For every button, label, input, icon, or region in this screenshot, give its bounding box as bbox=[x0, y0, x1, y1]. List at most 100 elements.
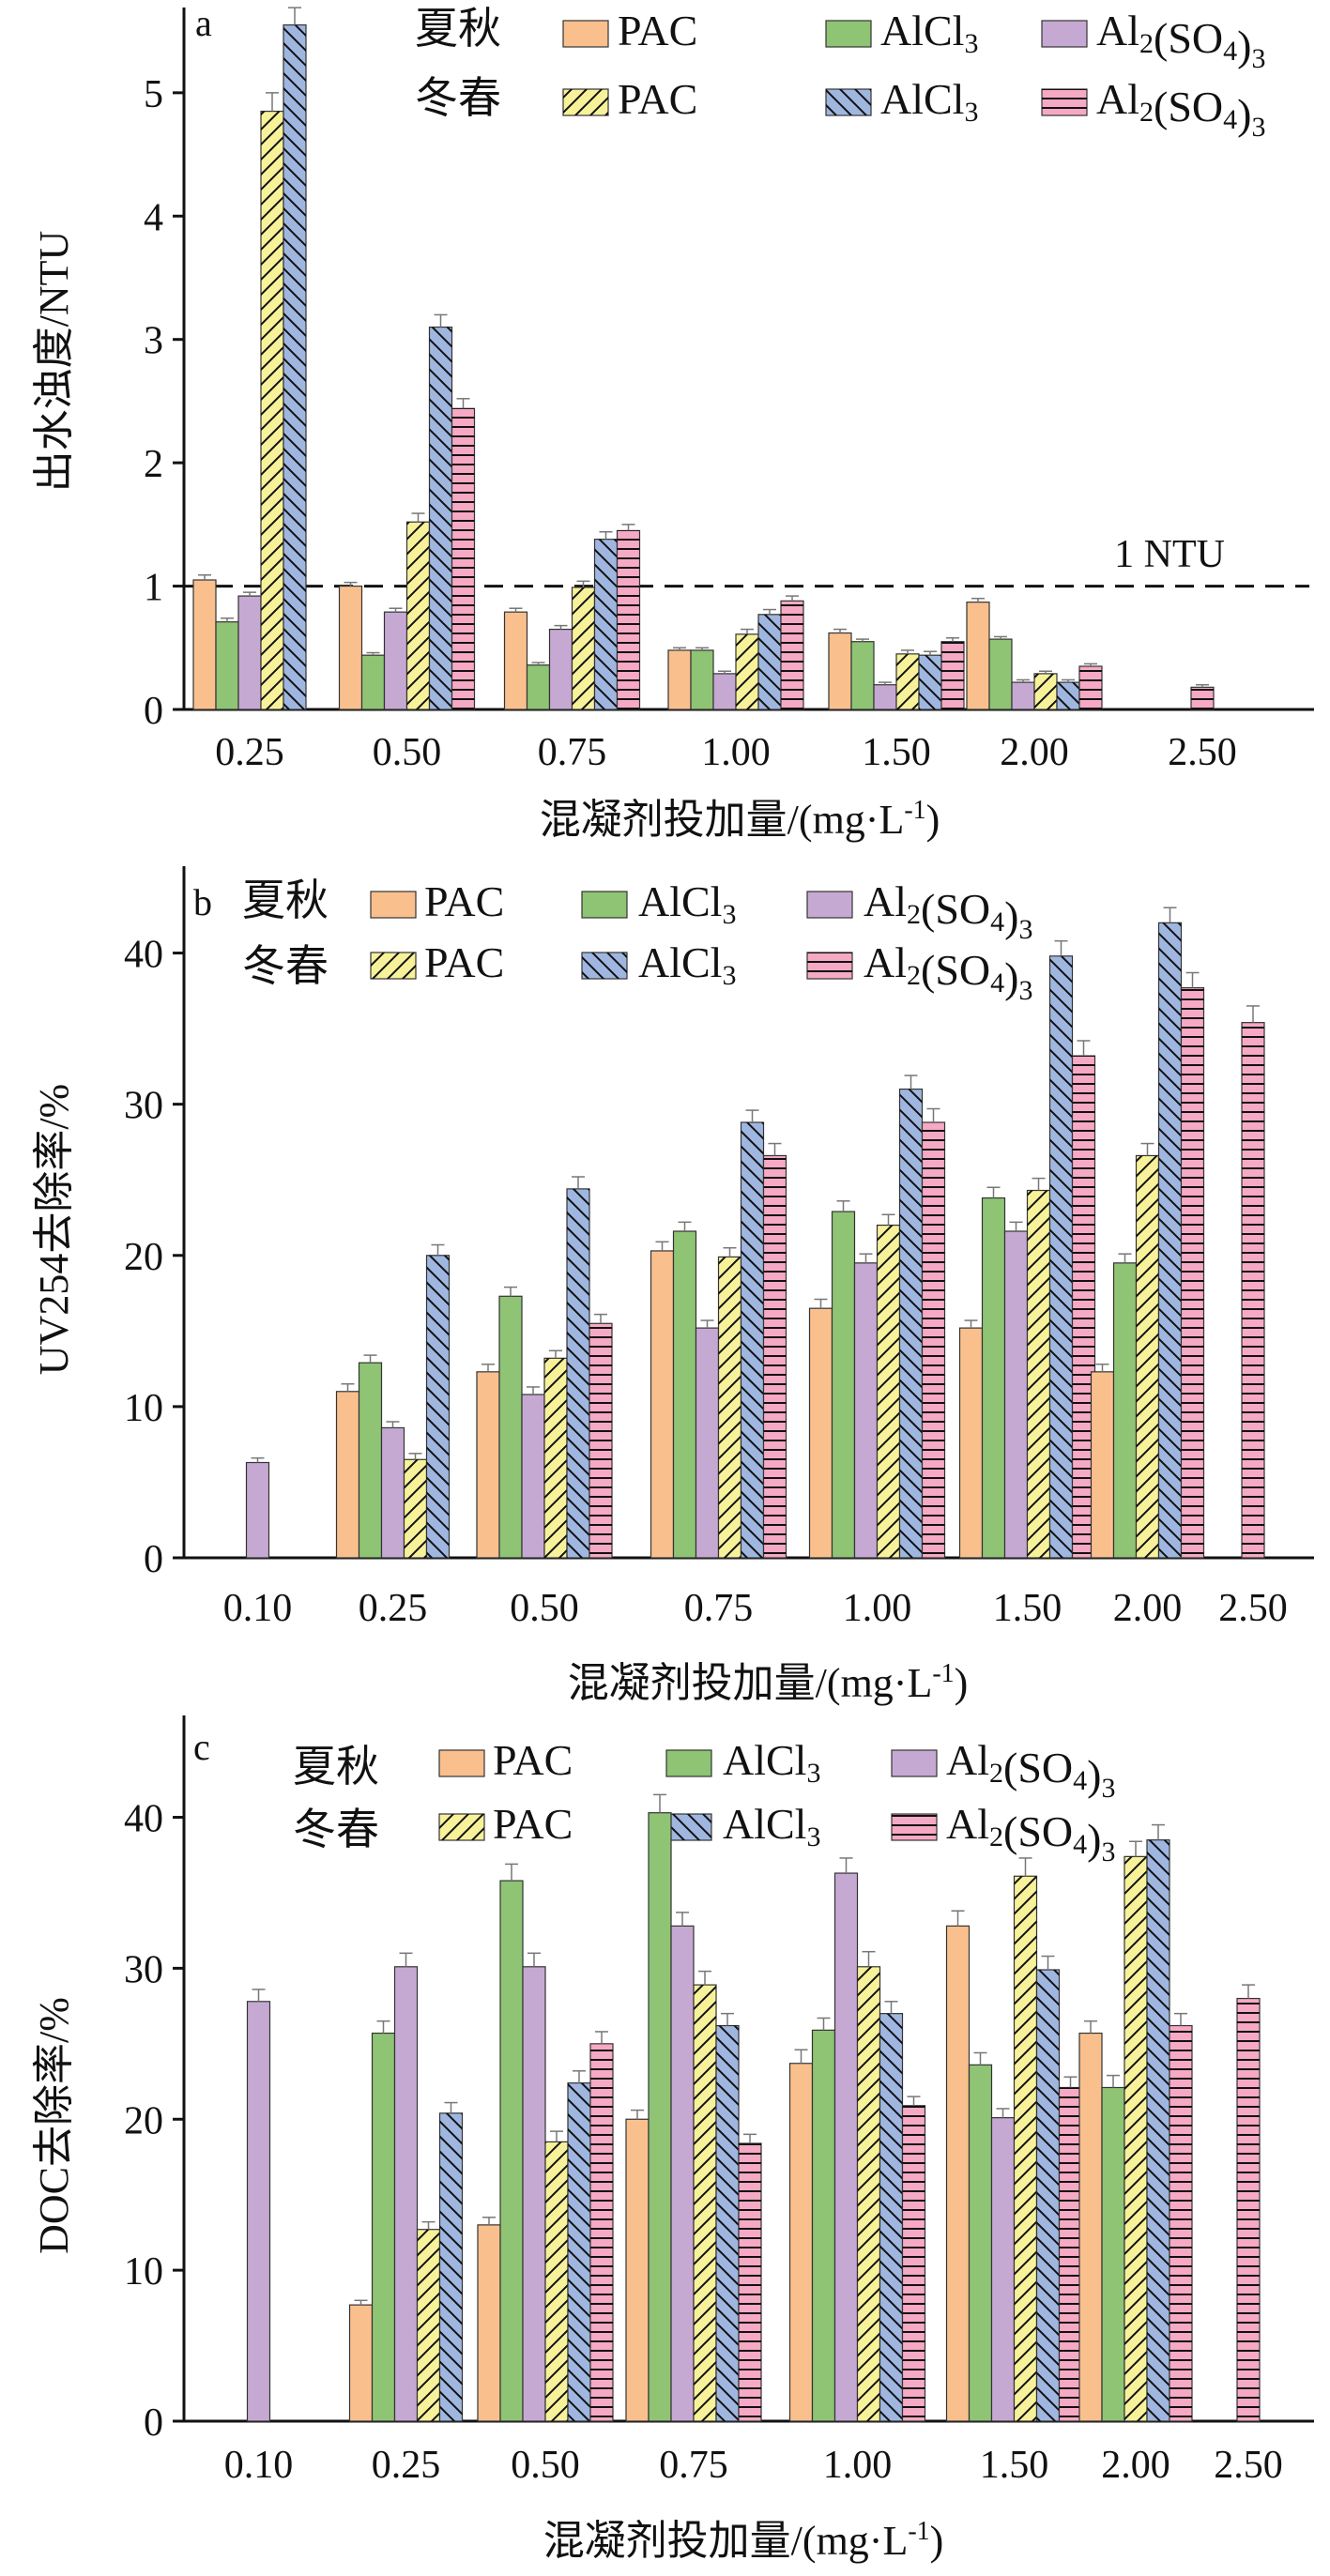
bar-al2so43-summer bbox=[712, 673, 737, 710]
bar-hatch-pac-winter bbox=[694, 1985, 716, 2421]
bar-hatch-al2so43-winter bbox=[1191, 687, 1214, 709]
bar-hatch-al2so43-winter bbox=[922, 1122, 945, 1558]
x-tick-label: 0.75 bbox=[684, 1587, 754, 1630]
panel-c-doc-chart: c DOC去除率/% 混凝剂投加量/(mg·L-1) 夏秋 冬春 PAC AlCl… bbox=[31, 1715, 1314, 2564]
legend-label-al2so43-winter: Al2(SO4)3 bbox=[1096, 75, 1265, 143]
legend-label-pac-summer: PAC bbox=[618, 7, 697, 54]
y-tick-label: 4 bbox=[144, 196, 163, 239]
bar-hatch-al2so43-winter bbox=[1181, 987, 1204, 1558]
x-tick-label: 0.50 bbox=[373, 731, 442, 774]
legend-swatch-pac-summer bbox=[562, 20, 609, 48]
bar-al2so43-summer bbox=[380, 1426, 405, 1559]
legend-label-alcl3-summer: AlCl3 bbox=[723, 1736, 820, 1789]
bar-hatch-pac-winter bbox=[736, 633, 758, 709]
bar-hatch-al2so43-winter bbox=[590, 2043, 613, 2421]
bar-hatch-alcl3-winter bbox=[899, 1089, 923, 1558]
bar-pac-summer bbox=[828, 632, 852, 710]
legend-winter-spring: 冬春 bbox=[415, 74, 501, 122]
bar-alcl3-summer bbox=[672, 1230, 697, 1559]
bar-al2so43-summer bbox=[853, 1262, 879, 1559]
x-tick-label: 0.10 bbox=[223, 1587, 293, 1630]
bar-al2so43-summer bbox=[873, 684, 897, 710]
legend-swatch-hatch-pac-winter bbox=[563, 89, 608, 115]
legend-swatch-hatch-al2so43-winter bbox=[1042, 89, 1087, 115]
legend-label-alcl3-summer: AlCl3 bbox=[638, 877, 736, 930]
bar-hatch-pac-winter bbox=[1136, 1155, 1159, 1558]
legend-label-al2so43-winter: Al2(SO4)3 bbox=[864, 938, 1032, 1006]
bar-alcl3-summer bbox=[215, 621, 239, 710]
panel-b-uv254-chart: b UV254去除率/% 混凝剂投加量/(mg·L-1) 夏秋 冬春 PAC Al… bbox=[31, 866, 1314, 1706]
y-tick-label: 0 bbox=[144, 2401, 163, 2445]
legend-swatch-pac-summer bbox=[370, 891, 417, 919]
bar-hatch-al2so43-winter bbox=[781, 601, 803, 709]
legend-swatch-al2so43-summer bbox=[891, 1749, 938, 1777]
legend-swatch-hatch-alcl3-winter bbox=[666, 1814, 711, 1840]
legend-label-alcl3-winter: AlCl3 bbox=[638, 938, 736, 991]
bar-pac-summer bbox=[788, 2063, 814, 2422]
bar-pac-summer bbox=[958, 1327, 984, 1559]
panel-a-legend: 夏秋 冬春 bbox=[415, 5, 501, 122]
bar-hatch-alcl3-winter bbox=[716, 2025, 739, 2421]
bar-pac-summer bbox=[945, 1925, 971, 2422]
x-tick-label: 2.00 bbox=[1113, 1587, 1183, 1630]
bar-al2so43-summer bbox=[245, 1461, 270, 1559]
legend-swatch-hatch-al2so43-winter bbox=[807, 953, 852, 979]
bar-hatch-al2so43-winter bbox=[902, 2105, 925, 2421]
bar-pac-summer bbox=[348, 2304, 374, 2422]
bar-al2so43-summer bbox=[246, 2001, 271, 2422]
y-tick-label: 0 bbox=[144, 1538, 163, 1581]
bar-pac-summer bbox=[625, 2118, 650, 2422]
x-tick-label: 2.50 bbox=[1218, 1587, 1288, 1630]
legend-label-al2so43-summer: Al2(SO4)3 bbox=[864, 877, 1032, 945]
legend-swatch-hatch-al2so43-winter bbox=[892, 1814, 937, 1840]
legend-label-alcl3-winter: AlCl3 bbox=[880, 75, 978, 128]
bar-hatch-alcl3-winter bbox=[1057, 682, 1079, 709]
legend-swatch-pac-summer bbox=[438, 1749, 485, 1777]
bar-pac-summer bbox=[1078, 2032, 1103, 2422]
panel-b-letter: b bbox=[193, 881, 212, 923]
legend-winter-spring: 冬春 bbox=[242, 942, 329, 990]
bar-hatch-alcl3-winter bbox=[426, 1255, 450, 1558]
x-tick-label: 1.50 bbox=[993, 1587, 1062, 1630]
bar-alcl3-summer bbox=[371, 2032, 396, 2422]
bar-hatch-pac-winter bbox=[896, 653, 919, 709]
bar-alcl3-summer bbox=[1101, 2086, 1125, 2422]
y-tick-label: 30 bbox=[124, 1085, 163, 1128]
bar-hatch-pac-winter bbox=[406, 522, 430, 709]
panel-c-y-axis-label: DOC去除率/% bbox=[31, 1997, 77, 2254]
bar-alcl3-summer bbox=[360, 654, 386, 710]
legend-swatch-al2so43-summer bbox=[1041, 20, 1088, 48]
bar-al2so43-summer bbox=[383, 611, 408, 710]
y-tick-label: 30 bbox=[124, 1948, 163, 1991]
y-tick-label: 10 bbox=[124, 2250, 163, 2294]
panel-a-letter: a bbox=[195, 2, 212, 44]
bar-pac-summer bbox=[335, 1391, 360, 1559]
bar-hatch-alcl3-winter bbox=[1147, 1839, 1169, 2421]
bar-alcl3-summer bbox=[690, 649, 714, 710]
legend-label-al2so43-summer: Al2(SO4)3 bbox=[946, 1736, 1115, 1804]
bar-hatch-alcl3-winter bbox=[568, 2082, 590, 2421]
bar-hatch-alcl3-winter bbox=[919, 655, 941, 709]
bar-hatch-al2so43-winter bbox=[941, 641, 964, 709]
bar-hatch-al2so43-winter bbox=[1169, 2025, 1192, 2421]
bar-al2so43-summer bbox=[1003, 1230, 1029, 1559]
bar-al2so43-summer bbox=[393, 1966, 419, 2422]
legend-summer-autumn: 夏秋 bbox=[415, 5, 501, 53]
bar-hatch-alcl3-winter bbox=[283, 24, 306, 710]
legend-swatch-alcl3-summer bbox=[825, 20, 872, 48]
bar-hatch-alcl3-winter bbox=[879, 2013, 903, 2421]
bar-alcl3-summer bbox=[358, 1362, 383, 1559]
bar-hatch-al2so43-winter bbox=[1059, 2087, 1082, 2421]
legend-swatch-hatch-pac-winter bbox=[439, 1814, 484, 1840]
bar-alcl3-summer bbox=[981, 1197, 1006, 1559]
bar-hatch-pac-winter bbox=[857, 1966, 880, 2421]
panel-c-letter: c bbox=[193, 1726, 210, 1768]
y-tick-label: 3 bbox=[144, 320, 163, 363]
bar-hatch-alcl3-winter bbox=[594, 539, 618, 709]
legend-label-pac-winter: PAC bbox=[493, 1800, 573, 1848]
bar-alcl3-summer bbox=[499, 1880, 524, 2422]
bar-hatch-al2so43-winter bbox=[617, 530, 640, 709]
legend-swatch-hatch-alcl3-winter bbox=[826, 89, 871, 115]
bar-hatch-alcl3-winter bbox=[1158, 922, 1182, 1558]
bar-alcl3-summer bbox=[850, 641, 875, 710]
